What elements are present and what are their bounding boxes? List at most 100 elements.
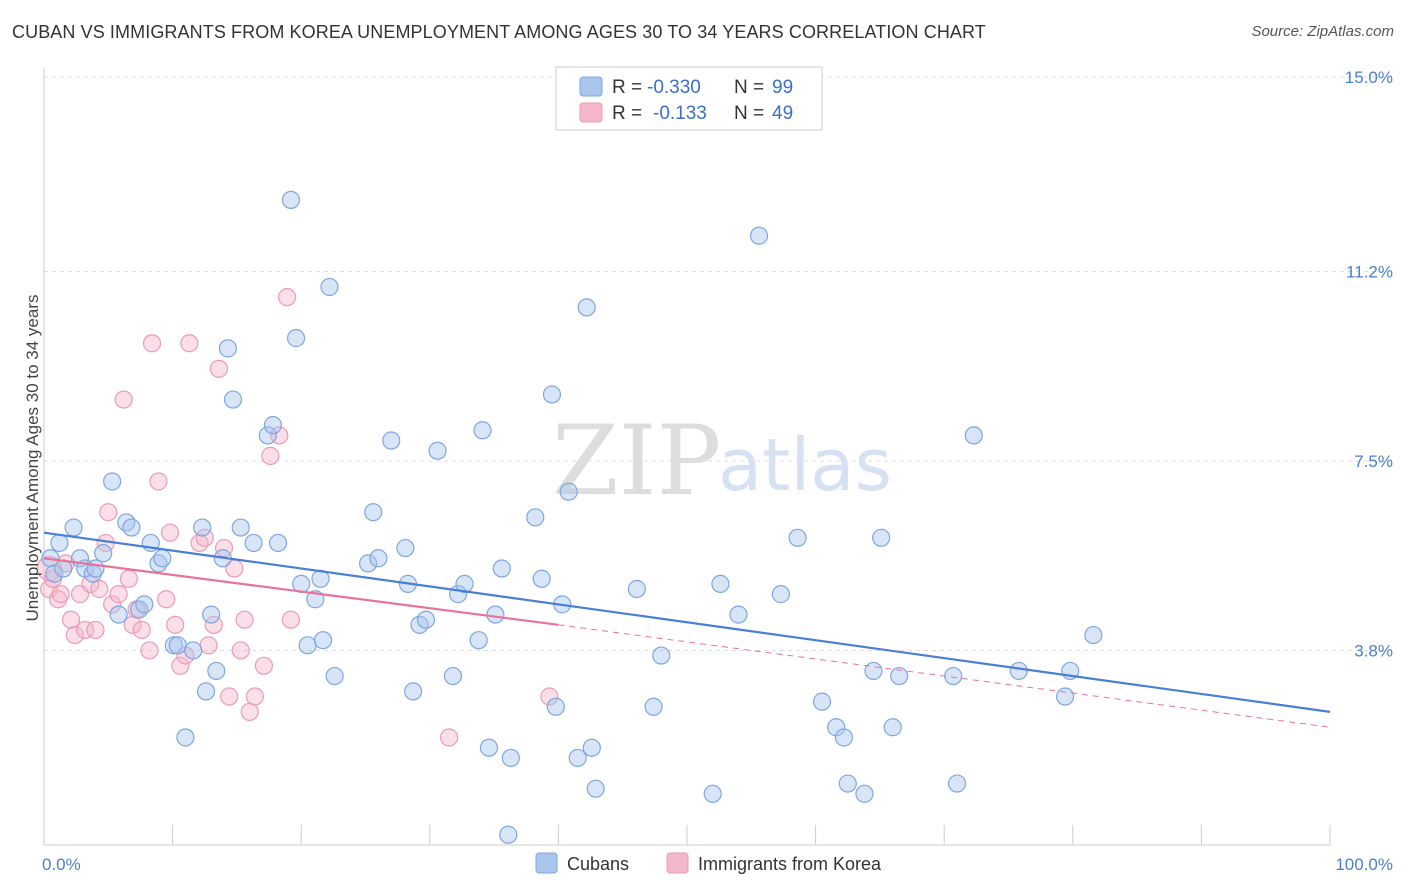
cuban-point-34 [268, 533, 288, 553]
trend-line-korea [43, 557, 559, 626]
axes [43, 68, 1331, 846]
cuban-point-9 [94, 544, 113, 563]
cuban-point-54 [443, 666, 463, 686]
y-tick-label-3: 15.0% [1345, 68, 1393, 87]
legend-r-value-korea: -0.133 [653, 103, 707, 124]
cuban-point-74 [627, 579, 646, 599]
bottom-legend-swatch-korea [666, 852, 689, 874]
correlation-legend: R = -0.330 N = 99 R = -0.133 N = 49 [555, 66, 823, 131]
korea-point-40 [240, 702, 259, 721]
korea-point-18 [123, 615, 142, 634]
cuban-point-65 [532, 569, 551, 588]
korea-point-42 [254, 656, 274, 675]
korea-point-22 [142, 334, 162, 353]
cuban-point-43 [325, 666, 344, 686]
series-legend: Cubans Immigrants from Korea [535, 852, 882, 874]
korea-point-16 [114, 390, 133, 409]
legend-n-label-cubans: N = [734, 77, 764, 98]
korea-points [36, 288, 559, 747]
legend-r-value-cubans: -0.330 [647, 77, 701, 98]
cuban-point-1 [45, 564, 64, 583]
cuban-point-29 [223, 390, 243, 409]
source-label: Source: ZipAtlas.com [1251, 23, 1394, 40]
korea-point-23 [149, 472, 168, 491]
korea-point-13 [99, 503, 118, 522]
korea-point-46 [281, 610, 301, 629]
cuban-point-86 [838, 774, 857, 793]
cuban-point-88 [864, 661, 883, 681]
cuban-point-90 [883, 718, 902, 737]
cuban-point-12 [117, 513, 136, 532]
cuban-point-32 [258, 426, 277, 445]
cuban-point-93 [947, 774, 967, 793]
korea-point-47 [439, 728, 459, 747]
legend-swatch-korea [579, 102, 603, 123]
legend-r-label-korea: R = [612, 103, 642, 124]
cuban-point-23 [193, 518, 212, 537]
cuban-point-64 [526, 508, 545, 527]
trend-line-korea-extension [558, 624, 1331, 728]
watermark-atlas: atlas [718, 423, 892, 507]
cuban-point-58 [473, 421, 492, 440]
korea-point-20 [132, 620, 151, 640]
korea-point-29 [180, 334, 199, 353]
korea-point-39 [235, 610, 254, 629]
cuban-point-44 [358, 554, 378, 573]
bottom-legend-swatch-cubans [535, 852, 558, 874]
x-tick-labels: 0.0% 100.0% [42, 855, 1393, 874]
cuban-point-48 [396, 538, 415, 558]
cuban-point-22 [184, 641, 203, 660]
cuban-point-38 [298, 636, 317, 655]
cuban-points [41, 190, 1103, 844]
korea-point-34 [209, 359, 228, 378]
cuban-point-84 [827, 718, 846, 737]
cuban-point-63 [499, 825, 518, 844]
korea-point-14 [103, 595, 122, 614]
legend-swatch-cubans [579, 76, 603, 97]
cuban-point-52 [416, 610, 436, 629]
cuban-point-59 [479, 738, 499, 757]
korea-point-24 [157, 590, 176, 609]
y-tick-label-1: 7.5% [1354, 452, 1393, 471]
cuban-point-57 [469, 631, 488, 650]
korea-point-15 [109, 585, 128, 604]
cuban-point-62 [501, 748, 520, 768]
korea-point-6 [65, 625, 84, 645]
legend-n-label-korea: N = [734, 103, 764, 124]
bottom-legend-label-cubans: Cubans [567, 854, 629, 874]
cuban-point-82 [788, 528, 807, 547]
y-tick-label-2: 11.2% [1346, 263, 1393, 282]
x-tick-label-0: 0.0% [42, 855, 81, 874]
cuban-point-71 [577, 298, 596, 317]
cuban-point-11 [109, 605, 128, 624]
cuban-point-77 [703, 784, 722, 803]
cuban-point-36 [286, 329, 306, 348]
korea-point-5 [61, 610, 81, 629]
cuban-point-15 [135, 595, 154, 614]
legend-r-label-cubans: R = [612, 77, 642, 98]
cuban-point-45 [364, 503, 383, 522]
cuban-point-95 [1009, 661, 1028, 681]
cuban-point-91 [890, 666, 909, 686]
legend-n-value-cubans: 99 [772, 77, 793, 98]
korea-point-21 [140, 641, 159, 660]
cuban-point-21 [176, 728, 195, 747]
cuban-point-25 [202, 605, 221, 624]
cuban-point-24 [196, 682, 216, 701]
korea-point-2 [49, 590, 68, 609]
x-tick-label-1: 100.0% [1335, 855, 1393, 874]
korea-point-48 [540, 687, 559, 706]
cuban-point-89 [872, 528, 891, 547]
cuban-point-76 [652, 646, 671, 665]
cuban-point-20 [168, 636, 187, 655]
cuban-point-72 [582, 738, 601, 757]
cuban-point-30 [231, 518, 250, 537]
y-axis-label: Unemployment Among Ages 30 to 34 years [23, 295, 42, 622]
cuban-point-96 [1055, 687, 1075, 706]
korea-point-3 [51, 585, 70, 604]
korea-point-25 [160, 523, 180, 542]
cuban-point-8 [86, 559, 105, 578]
korea-point-26 [166, 615, 185, 634]
cuban-point-83 [812, 692, 832, 711]
